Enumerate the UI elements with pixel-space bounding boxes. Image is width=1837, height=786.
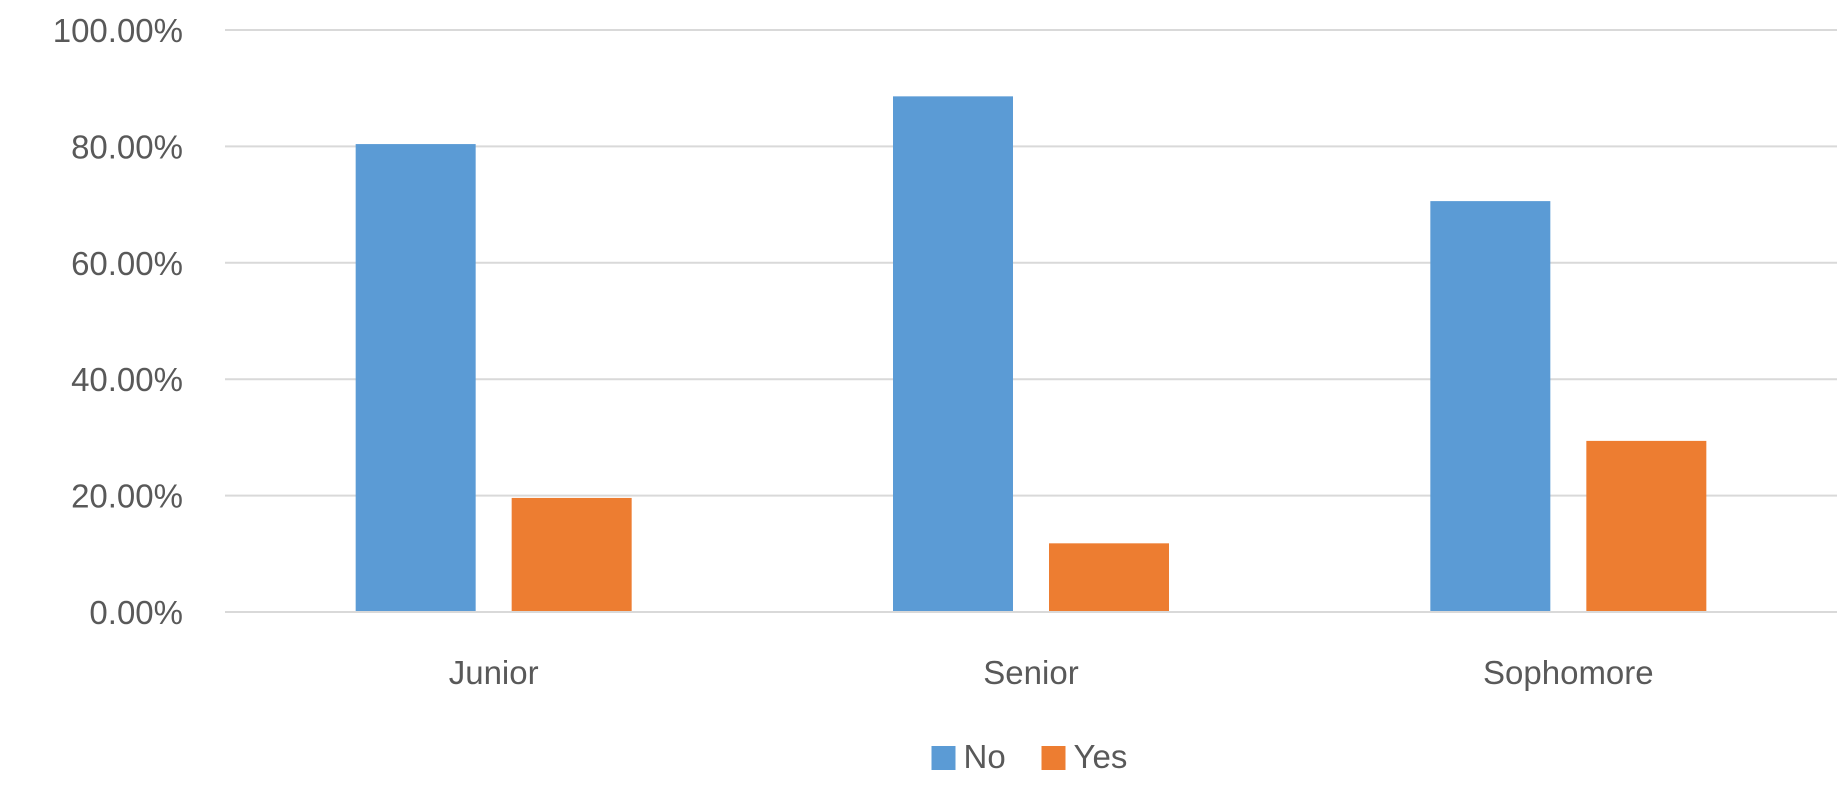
x-category-label: Senior xyxy=(983,654,1078,691)
bar-yes-senior xyxy=(1049,543,1169,612)
y-tick-label: 0.00% xyxy=(89,594,183,631)
gridlines xyxy=(225,29,1837,497)
x-category-label: Sophomore xyxy=(1483,654,1654,691)
x-axis-category-labels: Junior Senior Sophomore xyxy=(449,654,1654,691)
bar-yes-sophomore xyxy=(1586,440,1707,612)
y-tick-label: 100.00% xyxy=(53,12,183,49)
bar-no-junior xyxy=(355,144,476,612)
legend-label-no: No xyxy=(964,738,1006,775)
y-tick-label: 40.00% xyxy=(71,361,183,398)
legend-swatch-yes xyxy=(1041,746,1066,770)
bars xyxy=(355,96,1707,612)
y-tick-label: 60.00% xyxy=(71,245,183,282)
bar-no-sophomore xyxy=(1430,201,1551,612)
legend-swatch-no xyxy=(931,746,956,770)
bar-yes-junior xyxy=(511,497,632,612)
x-category-label: Junior xyxy=(449,654,539,691)
bar-no-senior xyxy=(893,96,1013,612)
y-axis-tick-labels: 0.00% 20.00% 40.00% 60.00% 80.00% 100.00% xyxy=(53,12,183,631)
y-tick-label: 80.00% xyxy=(71,128,183,165)
y-tick-label: 20.00% xyxy=(71,478,183,515)
legend: No Yes xyxy=(931,738,1128,775)
legend-label-yes: Yes xyxy=(1074,738,1128,775)
